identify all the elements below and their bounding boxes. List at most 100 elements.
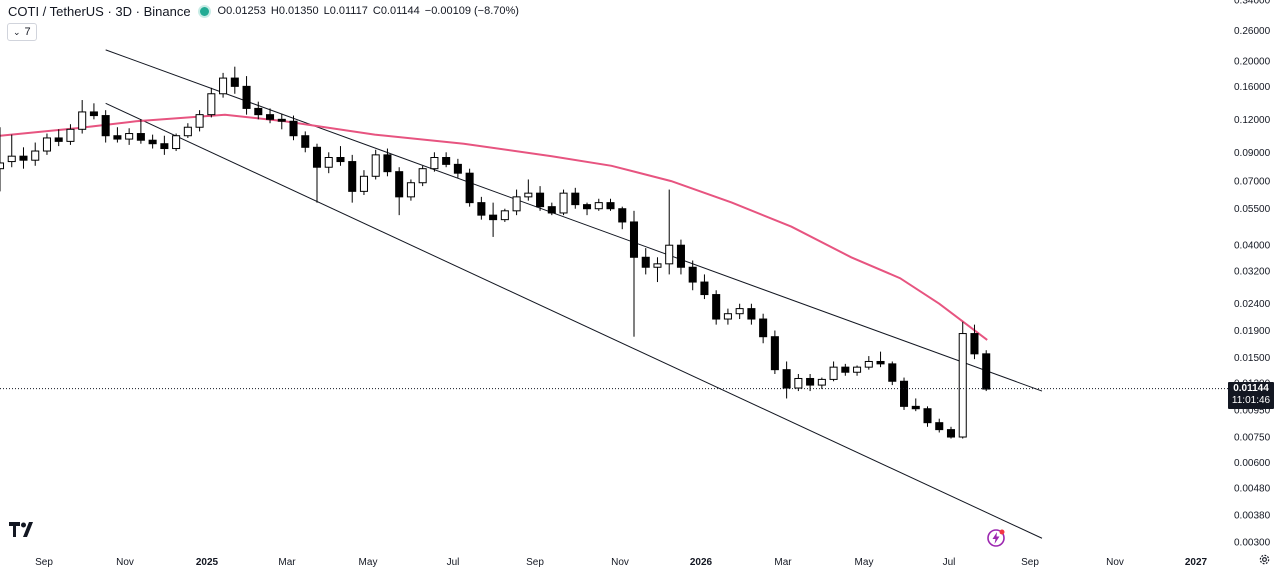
time-axis[interactable]: Sep Nov 2025 Mar May Jul Sep Nov 2026 Mar May Jul Se…	[35, 557, 1207, 568]
candle	[277, 113, 286, 130]
candle	[770, 330, 779, 374]
candle-body	[829, 366, 838, 380]
candle	[7, 134, 16, 168]
candle	[254, 101, 263, 120]
lightning-icon[interactable]	[986, 528, 1006, 548]
candle-body	[442, 157, 451, 165]
time-tick-label: Mar	[774, 557, 792, 568]
close-label: C	[372, 5, 381, 17]
candle-body	[289, 120, 298, 137]
candle-body	[500, 210, 509, 221]
candle	[183, 123, 192, 138]
candle-body	[254, 107, 263, 116]
candle	[371, 149, 380, 180]
candle-body	[853, 366, 862, 373]
candle	[430, 152, 439, 172]
candle	[289, 115, 298, 141]
tradingview-logo-icon[interactable]	[9, 522, 37, 538]
candle	[136, 119, 145, 144]
candle	[700, 274, 709, 300]
candle	[888, 361, 897, 386]
candle	[829, 361, 838, 382]
candle-body	[477, 202, 486, 216]
candle	[618, 206, 627, 230]
time-tick-label: Sep	[35, 557, 53, 568]
candle	[19, 147, 28, 169]
settings-gear-icon[interactable]	[1258, 553, 1271, 566]
candle-body	[489, 214, 498, 221]
candle-body	[31, 150, 40, 161]
close-value: 0.01144	[380, 5, 420, 17]
candle-body	[759, 318, 768, 338]
candle	[688, 260, 697, 291]
candle	[78, 100, 87, 134]
channel-trendline-0	[105, 49, 1043, 392]
last-price-value: 0.01144	[1233, 382, 1269, 394]
candle	[172, 133, 181, 152]
candle-body	[665, 244, 674, 265]
candle	[782, 361, 791, 399]
candle-body	[911, 405, 920, 410]
candle-body	[0, 162, 5, 170]
candle	[336, 146, 345, 166]
candle-body	[277, 118, 286, 122]
price-tick-label: 0.05500	[1234, 204, 1271, 215]
candle	[594, 198, 603, 211]
candle-body	[383, 154, 392, 173]
candle	[54, 129, 63, 147]
candle	[935, 418, 944, 433]
candle-body	[817, 378, 826, 386]
candle	[512, 189, 521, 216]
chevron-down-icon: ⌄	[13, 26, 21, 37]
candle-body	[583, 204, 592, 210]
candle	[970, 324, 979, 360]
candle-body	[747, 308, 756, 320]
time-tick-label: May	[359, 557, 378, 568]
candle-body	[958, 333, 967, 438]
candle	[359, 170, 368, 195]
price-tick-label: 0.34000	[1234, 0, 1271, 7]
trendline-layer	[105, 49, 1043, 539]
candle	[453, 158, 462, 178]
candle-body	[54, 137, 63, 142]
candle-body	[301, 135, 310, 148]
price-tick-label: 0.01500	[1234, 353, 1271, 364]
candle	[559, 189, 568, 216]
time-tick-label: Jul	[943, 557, 956, 568]
candle	[489, 202, 498, 237]
candle	[735, 303, 744, 320]
time-tick-label: Nov	[1106, 557, 1124, 568]
candle-body	[688, 266, 697, 283]
time-tick-label: Nov	[611, 557, 629, 568]
candle-body	[594, 202, 603, 210]
candle-body	[371, 154, 380, 177]
candle-body	[512, 196, 521, 212]
candle-body	[653, 263, 662, 268]
candle-body	[324, 157, 333, 168]
indicators-toggle-button[interactable]: ⌄ 7	[7, 23, 37, 41]
candle	[195, 110, 204, 132]
candle-body	[970, 333, 979, 355]
candle-body	[418, 168, 427, 184]
price-tick-label: 0.00600	[1234, 458, 1271, 469]
candle-body	[735, 308, 744, 315]
low-value: 0.01117	[329, 5, 368, 17]
time-tick-label: 2027	[1185, 557, 1208, 568]
candle	[547, 202, 556, 216]
candle-body	[430, 157, 439, 170]
candle-body	[42, 137, 51, 152]
symbol-title[interactable]: COTI / TetherUS · 3D · Binance	[8, 3, 191, 19]
price-tick-label: 0.00950	[1234, 405, 1271, 416]
candle	[958, 321, 967, 439]
candle-body	[148, 139, 157, 145]
candle	[946, 426, 956, 439]
candle	[395, 167, 404, 216]
candle	[853, 365, 862, 376]
candle	[113, 127, 122, 143]
price-tick-label: 0.07000	[1234, 177, 1271, 188]
candle-body	[242, 85, 251, 109]
price-axis[interactable]: 0.34000 0.26000 0.20000 0.16000 0.12000 0.090…	[1234, 0, 1271, 549]
candle-body	[641, 256, 650, 268]
candle-body	[923, 408, 932, 424]
